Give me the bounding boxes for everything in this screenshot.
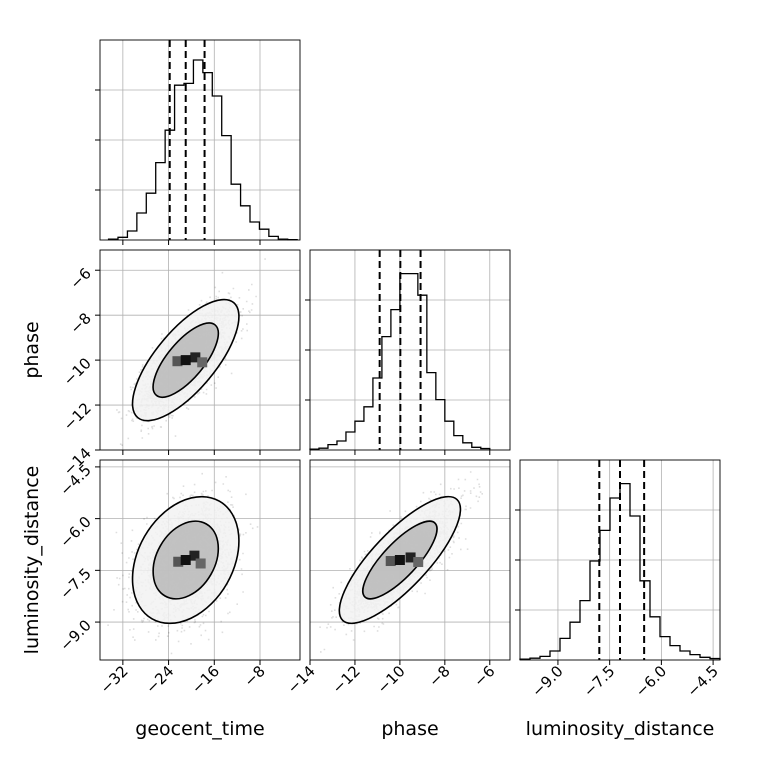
density-core bbox=[394, 555, 405, 565]
density-core bbox=[405, 552, 416, 563]
density-core bbox=[413, 557, 424, 568]
density-core bbox=[190, 352, 201, 363]
y-tick-label: −8 bbox=[66, 309, 94, 337]
y-tick-label: −9.0 bbox=[56, 616, 94, 654]
2d-panel-geocent_time-luminosity_distance bbox=[99, 459, 301, 661]
density-core bbox=[173, 556, 184, 567]
x-tick-label: −8 bbox=[240, 662, 268, 690]
panel-frame bbox=[99, 249, 301, 451]
x-tick-label: −10 bbox=[374, 662, 409, 697]
density-core bbox=[180, 355, 191, 366]
hist-panel-geocent_time bbox=[95, 39, 301, 241]
panel-frame bbox=[99, 39, 301, 241]
histogram-luminosity_distance bbox=[519, 482, 721, 660]
x-tick-label: −16 bbox=[188, 662, 223, 697]
x-tick-label: −4.5 bbox=[683, 662, 721, 700]
density-core bbox=[385, 556, 396, 567]
panel-frame bbox=[519, 459, 721, 661]
density-core bbox=[197, 357, 208, 368]
hist-panel-luminosity_distance bbox=[515, 459, 721, 661]
2d-panel-phase-luminosity_distance bbox=[309, 459, 511, 661]
x-tick-label: −32 bbox=[97, 662, 132, 697]
x-axis-label: luminosity_distance bbox=[526, 718, 715, 740]
x-tick-label: −6.0 bbox=[632, 662, 670, 700]
histogram-geocent_time bbox=[107, 59, 298, 241]
y-tick-label: −6 bbox=[66, 264, 94, 292]
density-core bbox=[180, 555, 191, 565]
x-tick-label: −14 bbox=[284, 662, 319, 697]
x-axis-label: geocent_time bbox=[135, 718, 264, 740]
y-tick-label: −12 bbox=[60, 399, 95, 434]
y-tick-label: −7.5 bbox=[56, 564, 94, 602]
x-tick-label: −9.0 bbox=[528, 662, 566, 700]
hist-panel-phase bbox=[305, 249, 511, 451]
x-tick-label: −24 bbox=[142, 662, 177, 697]
x-tick-label: −6 bbox=[470, 662, 498, 690]
density-core bbox=[195, 558, 206, 569]
panel-frame bbox=[99, 459, 301, 661]
y-axis-label: phase bbox=[21, 321, 43, 378]
panel-content bbox=[310, 460, 510, 660]
y-tick-label: −10 bbox=[60, 354, 95, 389]
panel-content bbox=[100, 250, 300, 450]
x-axis-label: phase bbox=[381, 718, 438, 740]
panel-frame bbox=[309, 459, 511, 661]
density-core bbox=[172, 356, 183, 367]
x-tick-label: −8 bbox=[425, 662, 453, 690]
2d-panel-geocent_time-phase bbox=[99, 249, 301, 451]
x-tick-label: −7.5 bbox=[580, 662, 618, 700]
y-tick-label: −6.0 bbox=[56, 513, 94, 551]
x-tick-label: −12 bbox=[329, 662, 364, 697]
y-axis-label: luminosity_distance bbox=[21, 466, 43, 655]
panel-frame bbox=[309, 249, 511, 451]
density-core bbox=[189, 550, 200, 561]
panel-content bbox=[100, 460, 300, 660]
